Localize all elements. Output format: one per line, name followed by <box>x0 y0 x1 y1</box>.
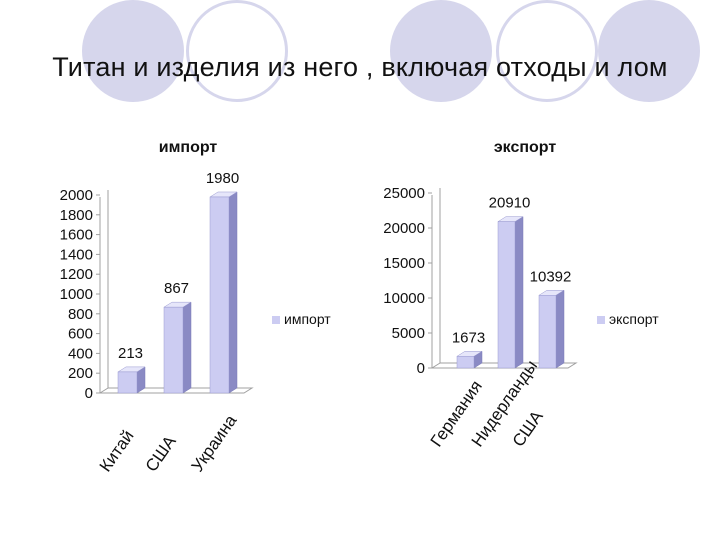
slide-title: Титан и изделия из него , включая отходы… <box>52 52 668 82</box>
y-tick-label: 1800 <box>60 207 93 224</box>
legend-swatch <box>272 316 280 324</box>
bar <box>538 295 557 369</box>
chart-title: импорт <box>159 139 218 156</box>
bar <box>163 306 184 394</box>
bar-side <box>514 216 524 369</box>
data-label: 10392 <box>530 268 572 285</box>
decor-circle-3 <box>598 0 700 102</box>
y-tick-label: 800 <box>68 306 93 323</box>
legend-label: импорт <box>284 311 331 327</box>
data-label: 20910 <box>489 195 531 212</box>
y-tick-label: 1200 <box>60 266 93 283</box>
bar <box>497 221 516 369</box>
y-tick-label: 0 <box>85 385 93 402</box>
decor-circle-2 <box>390 0 492 102</box>
decor-ring-1 <box>186 0 288 102</box>
y-tick-label: 0 <box>417 360 425 377</box>
legend-swatch <box>597 316 605 324</box>
data-label: 1673 <box>452 329 485 346</box>
decor-ring-2 <box>496 0 598 102</box>
chart-title: экспорт <box>494 139 557 156</box>
y-tick-label: 10000 <box>383 290 425 307</box>
bar <box>117 371 138 394</box>
y-tick-label: 1000 <box>60 286 93 303</box>
y-tick-label: 1400 <box>60 246 93 263</box>
decor-circle-1 <box>82 0 184 102</box>
y-axis-wall <box>431 188 441 369</box>
data-label: 867 <box>164 280 189 297</box>
category-label: США <box>509 407 547 451</box>
y-tick-label: 15000 <box>383 255 425 272</box>
data-label: 1980 <box>206 170 239 187</box>
y-tick-label: 600 <box>68 326 93 343</box>
legend-label: экспорт <box>609 311 659 327</box>
y-tick-label: 2000 <box>60 187 93 204</box>
y-tick-label: 5000 <box>392 325 425 342</box>
y-tick-label: 1600 <box>60 227 93 244</box>
bar-side <box>555 289 565 369</box>
data-label: 213 <box>118 345 143 362</box>
y-tick-label: 20000 <box>383 220 425 237</box>
y-tick-label: 200 <box>68 365 93 382</box>
y-tick-label: 400 <box>68 345 93 362</box>
y-tick-label: 25000 <box>383 185 425 202</box>
bar <box>209 196 230 394</box>
bar <box>456 356 475 369</box>
